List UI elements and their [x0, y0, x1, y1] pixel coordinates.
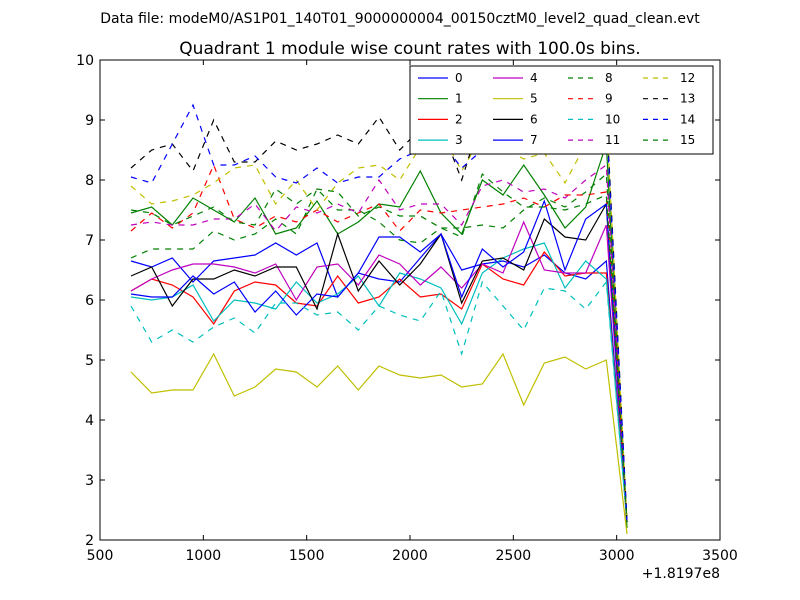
series-line-7: [130, 199, 628, 523]
legend-label-1: 1: [455, 92, 463, 106]
x-tick-label: 2500: [496, 548, 532, 564]
legend-box: [409, 65, 714, 155]
legend-label-8: 8: [605, 71, 613, 85]
x-tick-label: 1000: [186, 548, 222, 564]
legend-label-5: 5: [530, 92, 538, 106]
y-tick-label: 8: [85, 173, 94, 189]
legend-label-4: 4: [530, 71, 538, 85]
series-line-2: [130, 250, 628, 523]
legend-label-2: 2: [455, 112, 463, 126]
x-tick-label: 2000: [392, 548, 428, 564]
y-tick-label: 6: [85, 293, 94, 309]
series-layer: [130, 103, 628, 535]
chart-title: Quadrant 1 module wise count rates with …: [179, 39, 640, 59]
series-line-6: [130, 201, 628, 523]
y-tick-label: 4: [85, 413, 94, 429]
x-tick-label: 1500: [289, 548, 325, 564]
legend-label-9: 9: [605, 92, 613, 106]
series-line-12: [130, 112, 628, 523]
y-tick-label: 7: [85, 233, 94, 249]
legend-label-13: 13: [680, 92, 695, 106]
y-tick-label: 9: [85, 113, 94, 129]
series-line-11: [130, 163, 628, 523]
legend-label-10: 10: [605, 112, 620, 126]
y-tick-label: 2: [85, 533, 94, 549]
y-tick-label: 5: [85, 353, 94, 369]
series-line-14: [130, 103, 628, 523]
series-line-10: [130, 280, 628, 523]
series-line-15: [130, 172, 628, 523]
x-tick-label: 3500: [702, 548, 738, 564]
series-line-4: [130, 220, 628, 523]
legend-label-14: 14: [680, 112, 695, 126]
x-tick-label: 500: [87, 548, 114, 564]
series-line-13: [130, 106, 628, 523]
series-line-9: [130, 163, 628, 523]
legend-label-11: 11: [605, 133, 620, 147]
series-line-8: [130, 172, 628, 523]
series-line-5: [130, 352, 628, 535]
legend-label-7: 7: [530, 133, 538, 147]
x-offset-label: +1.8197e8: [642, 566, 720, 582]
series-line-0: [130, 232, 628, 523]
y-tick-label: 10: [76, 53, 94, 69]
series-line-3: [130, 242, 628, 523]
chart-suptitle: Data file: modeM0/AS1P01_140T01_90000000…: [100, 11, 700, 27]
x-tick-label: 3000: [599, 548, 635, 564]
legend-label-15: 15: [680, 133, 695, 147]
legend-label-0: 0: [455, 71, 463, 85]
legend-label-3: 3: [455, 133, 463, 147]
y-tick-label: 3: [85, 473, 94, 489]
legend-label-12: 12: [680, 71, 695, 85]
legend-label-6: 6: [530, 112, 538, 126]
